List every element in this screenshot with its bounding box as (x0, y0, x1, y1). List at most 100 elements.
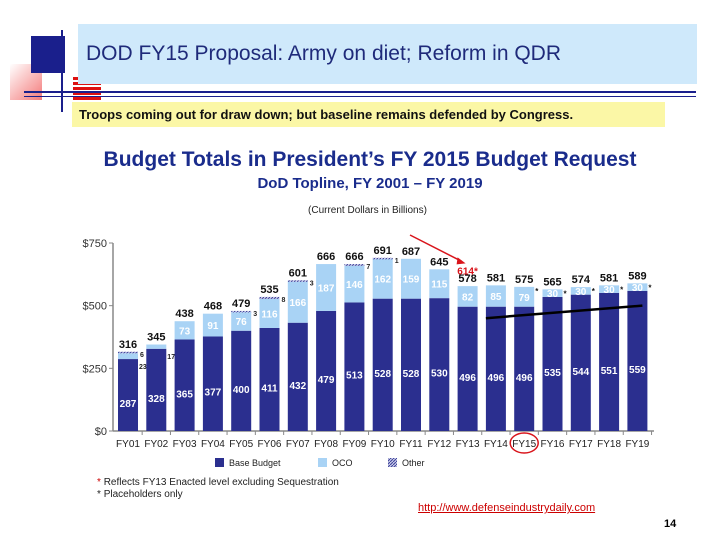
bar-oco (316, 264, 337, 311)
other-value-label: 3 (253, 311, 257, 318)
slide-subtitle: Troops coming out for draw down; but bas… (79, 107, 574, 122)
bar-other (372, 257, 393, 260)
trend-line (485, 304, 643, 320)
bar-oco (599, 285, 620, 293)
bar-oco (542, 289, 563, 297)
red-arrowhead (456, 257, 466, 265)
bar-oco (146, 344, 167, 349)
footnote-text: Placeholders only (103, 489, 183, 500)
bar-base-budget (570, 294, 591, 431)
other-value-label: 8 (282, 297, 286, 304)
oco-value-label: 146 (346, 280, 363, 291)
legend-swatch (215, 458, 224, 467)
footnote-mark: * (97, 489, 101, 500)
page-number: 14 (664, 518, 677, 530)
base-value-label: 432 (289, 381, 306, 392)
base-value-label: 559 (629, 365, 646, 376)
base-value-label: 513 (346, 371, 363, 382)
base-value-label: 535 (544, 368, 561, 379)
other-value-label: 3 (310, 280, 314, 287)
x-tick-label: FY12 (427, 439, 451, 450)
placeholder-mark: * (648, 283, 652, 292)
bar-base-budget (514, 306, 535, 431)
bar-base-budget (231, 330, 252, 431)
bar-base-budget (485, 306, 506, 431)
bar-oco (429, 269, 450, 299)
title-background (78, 24, 697, 84)
bar-oco (457, 286, 478, 307)
chart-title: Budget Totals in President’s FY 2015 Bud… (103, 148, 637, 171)
source-link[interactable]: http://www.defenseindustrydaily.com (418, 502, 596, 514)
bar-base-budget (146, 348, 167, 431)
footnote-2: * Placeholders only (97, 489, 183, 500)
total-label: 479 (232, 298, 250, 310)
base-value-label: 479 (318, 375, 335, 386)
bar-oco (344, 265, 365, 303)
x-tick-label: FY14 (484, 439, 508, 450)
bar-base-budget (174, 339, 195, 431)
red-arrow (409, 234, 462, 262)
x-tick-label: FY06 (258, 439, 282, 450)
legend-label: OCO (332, 458, 353, 468)
total-label: 645 (430, 256, 448, 268)
bar-base-budget (344, 302, 365, 431)
total-label: 666 (317, 251, 335, 263)
x-tick-label: FY18 (597, 439, 621, 450)
oco-value-label: 73 (179, 326, 191, 337)
subtitle-background (72, 102, 665, 127)
bar-base-budget (542, 296, 563, 431)
y-tick-label: $0 (95, 426, 107, 438)
total-label: 581 (600, 272, 618, 284)
base-value-label: 544 (572, 367, 589, 378)
bar-base-budget (287, 322, 308, 431)
other-value-label: 6 (140, 352, 144, 359)
total-label: 589 (628, 270, 646, 282)
x-tick-label: FY02 (144, 439, 168, 450)
bar-other (259, 296, 280, 299)
total-label: 345 (147, 332, 165, 344)
bar-base-budget (202, 336, 223, 431)
bar-oco (259, 298, 280, 328)
legend-label: Other (402, 458, 425, 468)
y-tick-label: $250 (83, 363, 107, 375)
x-tick-label: FY04 (201, 439, 225, 450)
base-value-label: 411 (261, 383, 278, 394)
fy13-enacted-label: 614* (457, 266, 478, 277)
bar-oco (118, 353, 138, 360)
bar-base-budget (627, 290, 648, 431)
oco-value-label: 23 (139, 364, 147, 371)
bar-oco (287, 281, 308, 323)
total-label: 574 (572, 274, 591, 286)
bar-base-budget (401, 298, 421, 431)
slide-title: DOD FY15 Proposal: Army on diet; Reform … (86, 42, 561, 65)
placeholder-mark: * (535, 287, 539, 296)
oco-value-label: 91 (207, 321, 219, 332)
x-tick-label: FY07 (286, 439, 310, 450)
base-value-label: 496 (459, 373, 476, 384)
base-value-label: 377 (205, 388, 222, 399)
base-value-label: 328 (148, 394, 165, 405)
bar-other (344, 264, 365, 266)
oco-value-label: 82 (462, 292, 474, 303)
base-value-label: 528 (403, 369, 420, 380)
bar-oco (401, 258, 421, 299)
base-value-label: 496 (488, 373, 505, 384)
y-tick-label: $500 (83, 301, 107, 313)
oco-value-label: 187 (318, 283, 335, 294)
bar-oco (627, 283, 648, 291)
total-label: 565 (543, 276, 561, 288)
base-value-label: 496 (516, 373, 533, 384)
placeholder-mark: * (620, 285, 624, 294)
oco-value-label: 17 (167, 354, 175, 361)
total-label: 691 (374, 245, 392, 257)
bar-base-budget (599, 292, 620, 431)
bar-oco (514, 286, 535, 307)
bar-other (231, 310, 252, 313)
bar-base-budget (316, 310, 337, 431)
oco-value-label: 79 (519, 293, 531, 304)
oco-value-label: 85 (490, 292, 502, 303)
chart-subtitle: DoD Topline, FY 2001 – FY 2019 (257, 175, 483, 192)
other-value-label: 7 (366, 264, 370, 271)
x-tick-label: FY16 (541, 439, 565, 450)
placeholder-mark: * (592, 287, 596, 296)
